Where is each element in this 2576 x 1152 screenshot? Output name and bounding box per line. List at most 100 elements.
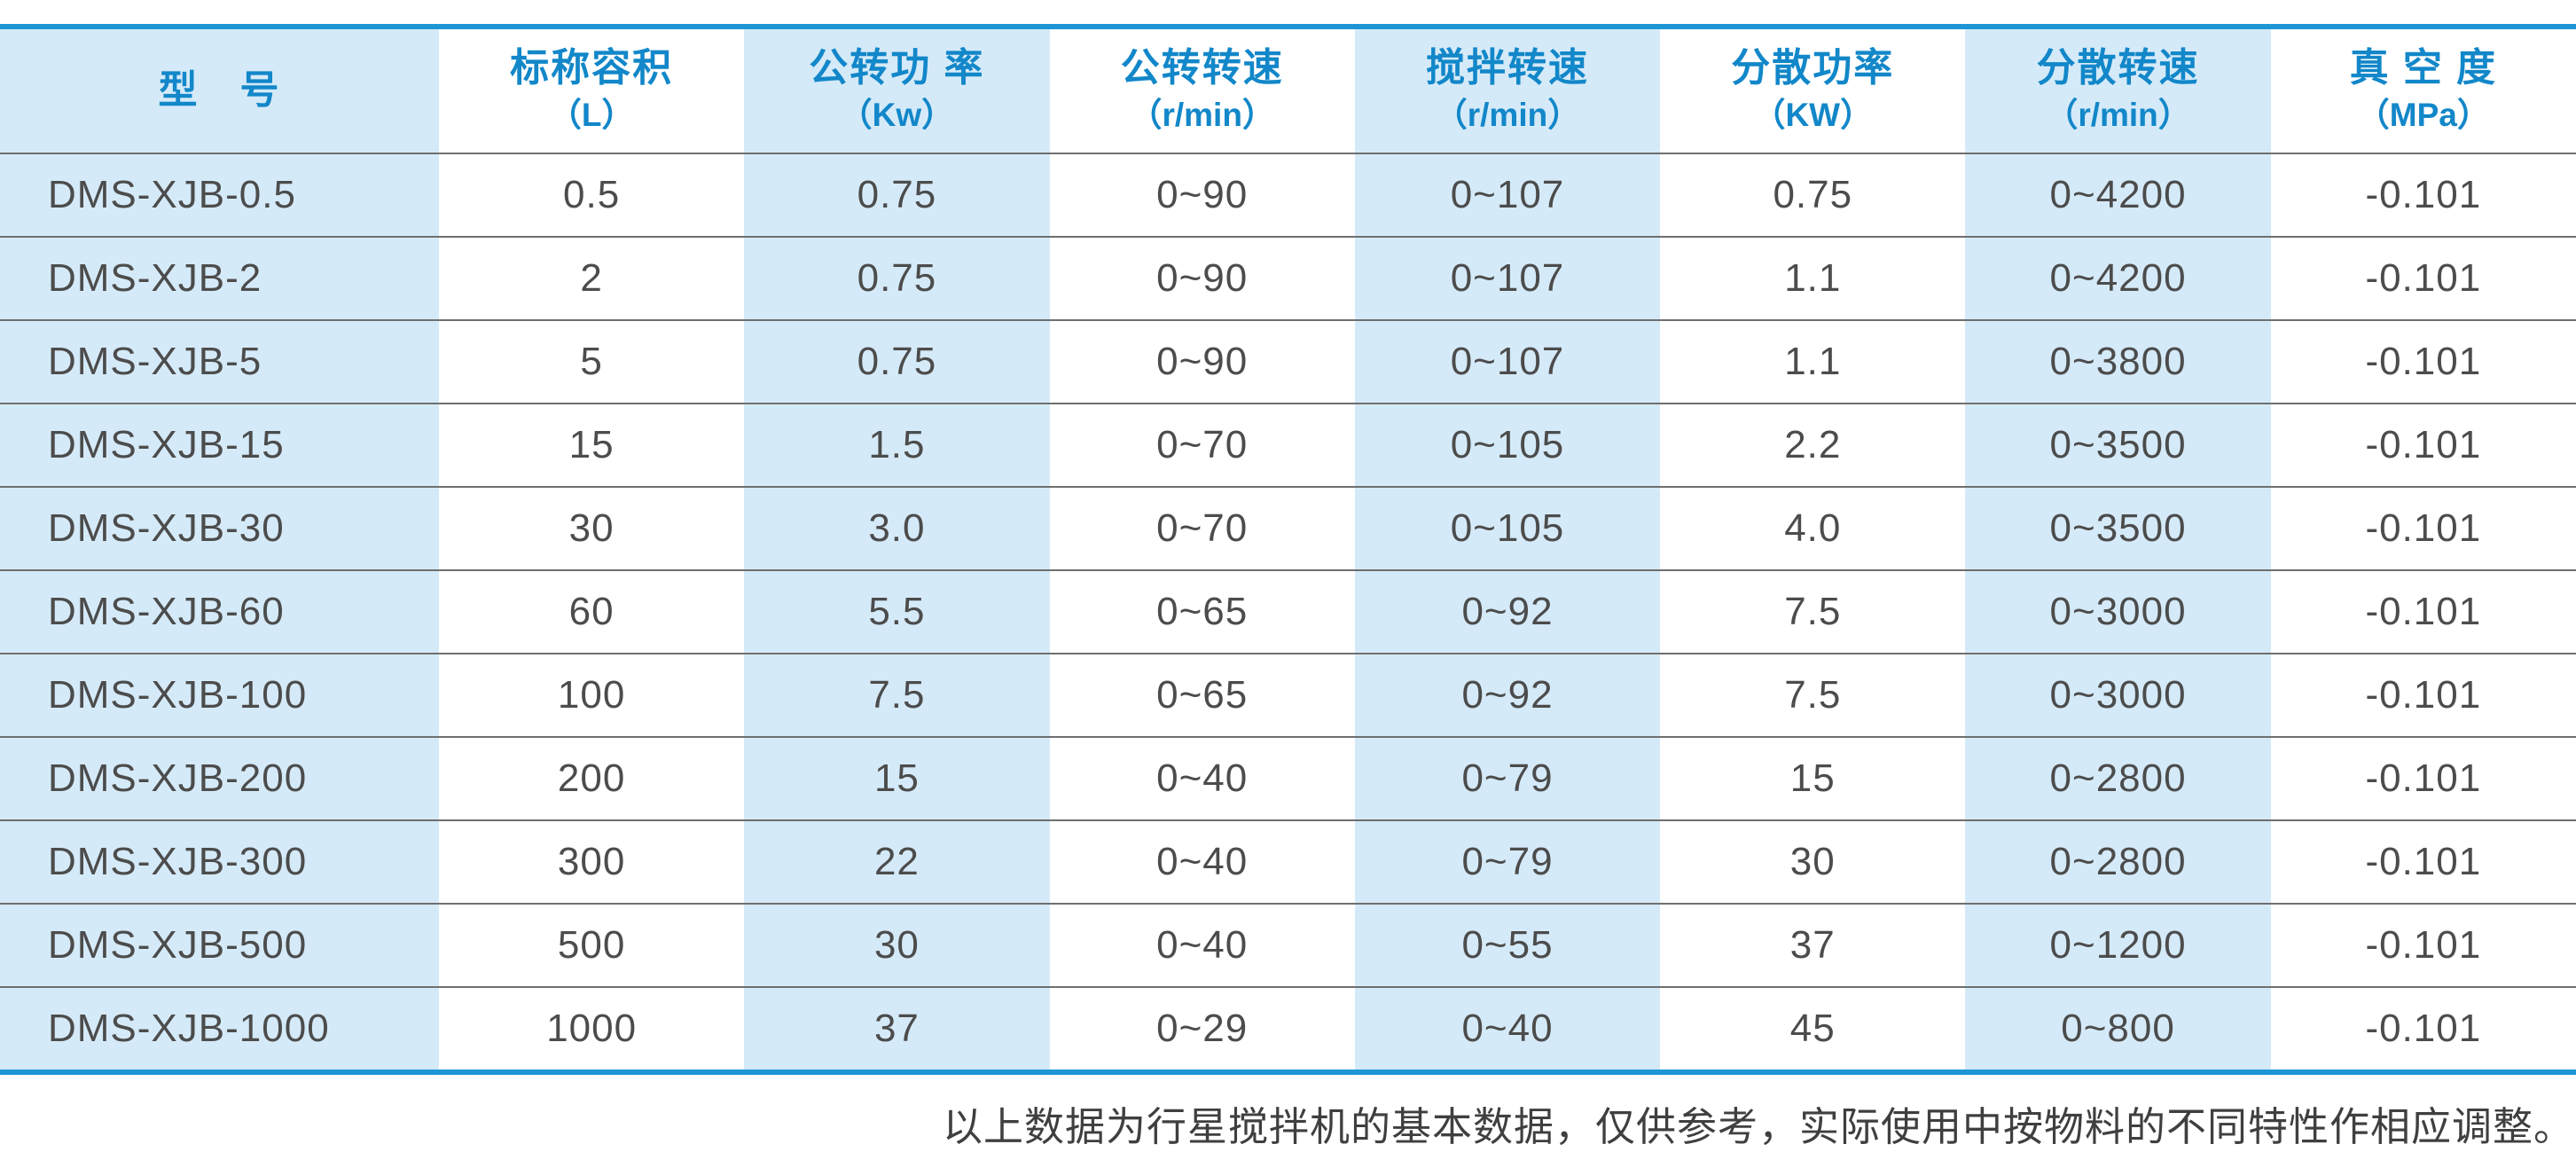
value-cell: 0~107 (1354, 238, 1661, 319)
column-unit: （KW） (1752, 96, 1874, 133)
value-cell: 37 (1660, 905, 1966, 986)
value-cell: 0~90 (1049, 154, 1355, 236)
column-title: 公转转速 (1120, 46, 1284, 90)
value-cell: 5.5 (744, 571, 1050, 653)
value-cell: -0.101 (2270, 571, 2576, 653)
value-cell: 0~70 (1049, 488, 1355, 569)
table-row: DMS-XJB-15 15 1.5 0~70 0~105 2.2 0~3500 -0.101 (0, 403, 2576, 486)
value-cell: 0~107 (1354, 321, 1661, 403)
column-header: 型 号 (0, 29, 439, 153)
value-cell: 0~55 (1354, 905, 1661, 986)
value-cell: 30 (1660, 821, 1966, 903)
value-cell: 0.75 (744, 321, 1050, 403)
value-cell: 500 (439, 905, 745, 986)
table-row: DMS-XJB-1000 1000 37 0~29 0~40 45 0~800 -0.101 (0, 986, 2576, 1070)
value-cell: 22 (744, 821, 1050, 903)
value-cell: 0.5 (439, 154, 745, 236)
table-row: DMS-XJB-60 60 5.5 0~65 0~92 7.5 0~3000 -0.101 (0, 569, 2576, 653)
value-cell: 45 (1660, 988, 1966, 1070)
value-cell: 37 (744, 988, 1050, 1070)
model-cell: DMS-XJB-5 (0, 321, 439, 403)
column-unit: （r/min） (1434, 96, 1581, 133)
value-cell: 15 (439, 404, 745, 486)
column-title: 标称容积 (510, 46, 674, 90)
value-cell: 0~79 (1354, 821, 1661, 903)
value-cell: 0~3000 (1965, 654, 2271, 736)
table-row: DMS-XJB-5 5 0.75 0~90 0~107 1.1 0~3800 -0.101 (0, 319, 2576, 403)
value-cell: 0~1200 (1965, 905, 2271, 986)
column-header: 标称容积 （L） (439, 29, 745, 153)
table-row: DMS-XJB-0.5 0.5 0.75 0~90 0~107 0.75 0~4200 -0.… (0, 153, 2576, 236)
table-row: DMS-XJB-2 2 0.75 0~90 0~107 1.1 0~4200 -0.101 (0, 236, 2576, 319)
column-title: 分散功率 (1731, 46, 1895, 90)
value-cell: 0~3000 (1965, 571, 2271, 653)
value-cell: 0~40 (1049, 738, 1355, 819)
value-cell: 0~40 (1049, 905, 1355, 986)
value-cell: 0~90 (1049, 321, 1355, 403)
value-cell: -0.101 (2270, 488, 2576, 569)
column-unit: （MPa） (2356, 96, 2490, 133)
table-body: DMS-XJB-0.5 0.5 0.75 0~90 0~107 0.75 0~4200 -0.… (0, 153, 2576, 1070)
value-cell: -0.101 (2270, 738, 2576, 819)
value-cell: 0~40 (1354, 988, 1661, 1070)
column-title: 分散转速 (2036, 46, 2200, 90)
value-cell: 4.0 (1660, 488, 1966, 569)
value-cell: 3.0 (744, 488, 1050, 569)
column-title: 搅拌转速 (1425, 46, 1589, 90)
model-cell: DMS-XJB-2 (0, 238, 439, 319)
column-header: 分散转速 （r/min） (1965, 29, 2271, 153)
value-cell: -0.101 (2270, 154, 2576, 236)
value-cell: 1.1 (1660, 321, 1966, 403)
table-row: DMS-XJB-500 500 30 0~40 0~55 37 0~1200 -0.101 (0, 903, 2576, 986)
column-header: 真 空 度 （MPa） (2270, 29, 2576, 153)
value-cell: 5 (439, 321, 745, 403)
value-cell: 0~65 (1049, 654, 1355, 736)
value-cell: -0.101 (2270, 821, 2576, 903)
model-cell: DMS-XJB-0.5 (0, 154, 439, 236)
model-cell: DMS-XJB-1000 (0, 988, 439, 1070)
value-cell: 0~4200 (1965, 238, 2271, 319)
value-cell: -0.101 (2270, 654, 2576, 736)
value-cell: 0~65 (1049, 571, 1355, 653)
model-cell: DMS-XJB-300 (0, 821, 439, 903)
column-title: 真 空 度 (2349, 46, 2498, 90)
table-row: DMS-XJB-30 30 3.0 0~70 0~105 4.0 0~3500 -0.101 (0, 486, 2576, 569)
column-header: 公转转速 （r/min） (1049, 29, 1355, 153)
value-cell: 30 (439, 488, 745, 569)
model-cell: DMS-XJB-500 (0, 905, 439, 986)
value-cell: 1.1 (1660, 238, 1966, 319)
table-row: DMS-XJB-200 200 15 0~40 0~79 15 0~2800 -0.101 (0, 736, 2576, 819)
value-cell: 1000 (439, 988, 745, 1070)
value-cell: 0~92 (1354, 571, 1661, 653)
value-cell: 30 (744, 905, 1050, 986)
column-unit: （r/min） (2045, 96, 2191, 133)
value-cell: 0~105 (1354, 404, 1661, 486)
table-row: DMS-XJB-300 300 22 0~40 0~79 30 0~2800 -0.101 (0, 819, 2576, 903)
column-header: 公转功 率 （Kw） (744, 29, 1050, 153)
footnote: 以上数据为行星搅拌机的基本数据，仅供参考，实际使用中按物料的不同特性作相应调整。 (942, 1103, 2574, 1150)
value-cell: 0~3500 (1965, 404, 2271, 486)
value-cell: 7.5 (1660, 571, 1966, 653)
column-unit: （r/min） (1129, 96, 1275, 133)
value-cell: -0.101 (2270, 238, 2576, 319)
value-cell: 0~800 (1965, 988, 2271, 1070)
model-cell: DMS-XJB-200 (0, 738, 439, 819)
value-cell: 7.5 (744, 654, 1050, 736)
value-cell: 0~70 (1049, 404, 1355, 486)
value-cell: 300 (439, 821, 745, 903)
model-cell: DMS-XJB-30 (0, 488, 439, 569)
value-cell: -0.101 (2270, 321, 2576, 403)
value-cell: 200 (439, 738, 745, 819)
column-header: 分散功率 （KW） (1660, 29, 1966, 153)
column-header: 搅拌转速 （r/min） (1354, 29, 1661, 153)
value-cell: 0~2800 (1965, 821, 2271, 903)
value-cell: 60 (439, 571, 745, 653)
value-cell: 0.75 (744, 154, 1050, 236)
value-cell: 0~3800 (1965, 321, 2271, 403)
value-cell: 100 (439, 654, 745, 736)
value-cell: 0.75 (744, 238, 1050, 319)
value-cell: 0~3500 (1965, 488, 2271, 569)
spec-table: 型 号 标称容积 （L） 公转功 率 （Kw） 公转转速 （r/min） 搅拌转… (0, 24, 2576, 1075)
value-cell: 15 (1660, 738, 1966, 819)
column-title: 型 号 (158, 68, 281, 113)
